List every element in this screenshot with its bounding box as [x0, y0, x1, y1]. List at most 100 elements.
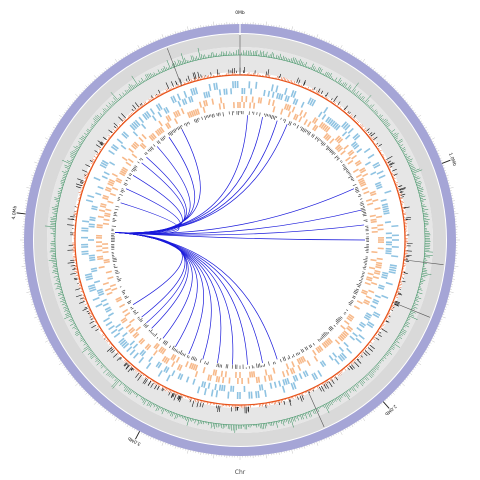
black-bar: [137, 374, 142, 381]
orange-bar: [159, 384, 161, 387]
blue-gene: [95, 303, 103, 308]
orange-bar: [346, 366, 348, 368]
inner-black-tick: [325, 146, 330, 150]
blue-gene: [192, 378, 196, 385]
orange-bar: [378, 149, 380, 151]
scale-tick: [122, 422, 124, 424]
orange-bar: [384, 159, 387, 161]
green-bar: [271, 52, 273, 58]
green-bar: [80, 140, 84, 143]
green-bar: [60, 179, 65, 182]
blue-gene: [319, 361, 325, 368]
scale-tick: [38, 321, 41, 323]
green-bar: [288, 59, 291, 62]
green-bar: [309, 411, 312, 417]
orange-bar: [348, 114, 350, 116]
orange-bar: [163, 386, 165, 389]
orange-gene: [318, 345, 324, 351]
blue-gene: [292, 375, 297, 382]
blue-gene: [363, 316, 370, 321]
green-bar: [76, 328, 79, 331]
scale-tick: [51, 347, 53, 349]
scale-tick: [120, 420, 122, 423]
orange-bar: [109, 341, 111, 343]
green-bar: [107, 108, 109, 110]
scale-tick: [40, 150, 44, 152]
blue-gene: [133, 121, 139, 128]
orange-gene: [358, 179, 365, 184]
orange-bar: [128, 114, 131, 117]
green-bar: [413, 175, 417, 177]
scale-tick: [333, 434, 335, 437]
green-bar: [80, 336, 83, 338]
scale-tick: [344, 49, 346, 52]
orange-bar: [85, 303, 88, 305]
black-bar: [70, 265, 76, 267]
inner-black-tick: [119, 286, 122, 288]
scale-tick: [398, 91, 400, 94]
black-bar: [191, 400, 195, 407]
orange-bar: [78, 285, 82, 287]
orange-gene: [107, 276, 114, 280]
blue-gene: [92, 296, 100, 302]
blue-gene: [375, 183, 382, 188]
blue-gene: [89, 288, 97, 293]
orange-gene: [111, 287, 118, 292]
blue-gene: [85, 275, 93, 279]
green-bar: [52, 212, 57, 214]
scale-tick: [435, 148, 438, 150]
scale-tick: [136, 48, 138, 51]
green-bar: [392, 344, 395, 347]
scale-tick: [416, 114, 418, 116]
orange-bar: [351, 117, 353, 119]
green-bar: [416, 184, 422, 187]
black-bar: [325, 383, 329, 389]
black-bar: [124, 363, 128, 367]
orange-bar: [155, 382, 157, 385]
black-bar: [67, 224, 74, 226]
inner-black-tick: [132, 309, 136, 313]
orange-bar: [379, 326, 384, 330]
black-bar: [401, 196, 405, 198]
orange-gene: [96, 224, 103, 227]
green-bar: [50, 219, 57, 221]
orange-gene: [116, 298, 123, 303]
orange-gene: [354, 160, 361, 165]
scale-tick: [291, 449, 293, 454]
orange-gene: [325, 126, 331, 133]
green-bar: [397, 140, 403, 144]
blue-gene: [122, 342, 130, 349]
green-bar: [122, 383, 124, 385]
black-bar: [328, 381, 333, 388]
scale-tick: [97, 403, 99, 405]
blue-gene: [129, 340, 136, 346]
scale-tick: [78, 385, 81, 387]
inner-black-tick: [113, 211, 117, 214]
orange-gene: [334, 135, 341, 141]
green-bar: [80, 136, 85, 140]
green-bar: [167, 410, 170, 414]
green-bar: [134, 84, 137, 87]
black-bar: [108, 129, 113, 133]
blue-gene: [275, 85, 279, 93]
green-bar: [285, 419, 287, 422]
green-bar: [407, 318, 410, 321]
inner-black-tick: [185, 122, 188, 127]
green-bar: [57, 191, 62, 193]
inner-black-tick: [361, 275, 364, 278]
scale-tick: [143, 433, 145, 436]
scale-tick: [340, 431, 343, 435]
link-curve: [115, 232, 366, 241]
inner-black-tick: [282, 356, 285, 362]
blue-gene: [163, 366, 168, 373]
scale-tick: [411, 107, 413, 109]
orange-gene: [347, 149, 354, 155]
scale-tick: [44, 335, 47, 337]
inner-black-tick: [127, 300, 132, 303]
green-bar: [292, 57, 295, 63]
orange-gene: [315, 347, 321, 354]
green-bar: [409, 164, 413, 166]
inner-black-tick: [132, 167, 137, 171]
scale-tick: [56, 122, 58, 124]
orange-gene: [257, 97, 261, 104]
